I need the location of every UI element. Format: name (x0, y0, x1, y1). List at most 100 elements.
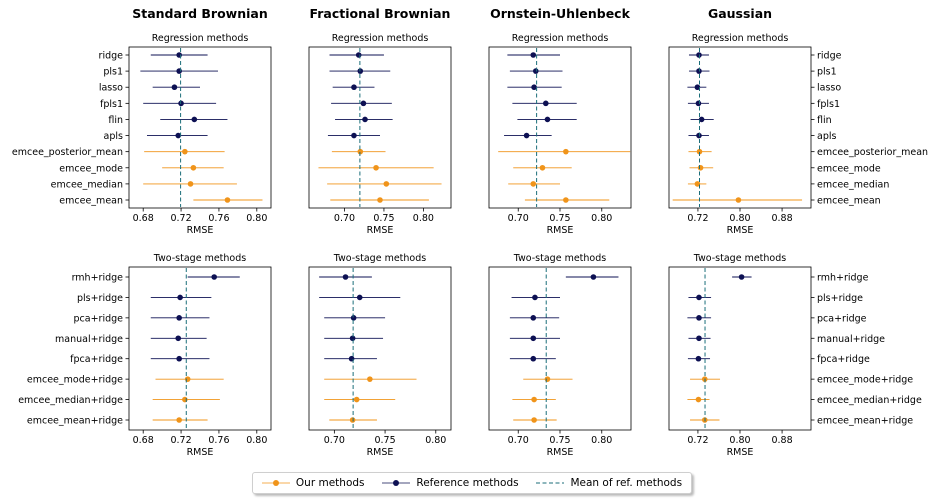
x-tick-label: 0.75 (373, 213, 394, 224)
x-tick-label: 0.76 (208, 213, 229, 224)
data-point (698, 116, 705, 123)
x-tick-label: 0.80 (729, 213, 750, 224)
data-point (349, 417, 356, 423)
y-tick-label: lasso (99, 83, 123, 94)
x-tick-label: 0.72 (687, 435, 708, 446)
data-point (182, 148, 188, 155)
x-tick-label: 0.80 (413, 213, 434, 224)
y-tick-label: emcee_median (817, 179, 889, 190)
data-point (171, 84, 178, 91)
y-tick-label: apls (817, 131, 836, 142)
data-point (523, 132, 530, 139)
data-point (355, 52, 362, 58)
x-tick-label: 0.75 (549, 435, 570, 446)
y-tick-label: fpls1 (817, 99, 840, 110)
x-tick-label: 0.70 (508, 213, 529, 224)
data-point (353, 396, 360, 403)
y-tick-label: fpca+ridge (70, 354, 123, 365)
y-tick-label: emcee_median+ridge (817, 395, 922, 406)
x-axis-label: RMSE (367, 447, 394, 458)
column-title-2: Ornstein-Uhlenbeck (490, 6, 631, 21)
y-tick-label: pls+ridge (817, 293, 863, 304)
panel-r1-c1: Two-stage methods 0.70 0.75 0.80 RMSE (308, 253, 452, 458)
legend-item-mean: Mean of ref. methods (536, 477, 682, 489)
data-point (539, 164, 546, 171)
data-point (530, 52, 537, 58)
panel-title: Regression methods (332, 33, 429, 44)
x-tick-label: 0.72 (170, 213, 191, 224)
data-point (360, 100, 367, 107)
x-tick-label: 0.75 (374, 435, 395, 446)
data-point (696, 132, 702, 139)
panel-title: Two-stage methods (513, 253, 606, 264)
y-tick-label: rmh+ridge (817, 273, 869, 284)
data-point (211, 274, 217, 280)
y-tick-label: emcee_posterior_mean (817, 147, 928, 158)
panel-title: Regression methods (512, 33, 609, 44)
y-tick-label: emcee_median (51, 179, 123, 190)
data-point (176, 417, 182, 423)
y-tick-label: pca+ridge (817, 313, 867, 324)
y-tick-label: emcee_mean (59, 196, 123, 207)
y-tick-label: fpca+ridge (817, 354, 870, 365)
data-point (530, 355, 537, 362)
data-point (531, 396, 537, 403)
data-point (696, 315, 702, 321)
data-point (351, 132, 357, 139)
data-point (176, 315, 182, 321)
data-point (175, 132, 182, 139)
y-tick-label: emcee_median+ridge (18, 395, 123, 406)
data-point (696, 68, 702, 74)
data-point (531, 84, 537, 91)
y-tick-label: rmh+ridge (72, 273, 124, 284)
y-tick-label: emcee_mode (59, 163, 123, 174)
axes-frame (128, 46, 272, 209)
x-tick-label: 0.70 (324, 435, 345, 446)
y-tick-label: manual+ridge (817, 334, 885, 345)
y-tick-label: emcee_mean (817, 196, 881, 207)
data-point (563, 148, 569, 155)
x-tick-label: 0.70 (508, 435, 529, 446)
y-tick-label: fpls1 (100, 99, 123, 110)
data-point (695, 100, 702, 107)
x-axis-label: RMSE (727, 225, 754, 236)
data-point (184, 376, 191, 382)
x-axis-label: RMSE (547, 225, 574, 236)
panel-r1-c0: Two-stage methods 0.68 0.72 0.76 0.80 RMSE rmh… (18, 253, 272, 458)
data-point (362, 116, 368, 123)
data-point (349, 335, 356, 342)
axes-frame (488, 266, 632, 431)
data-point (735, 197, 742, 203)
y-tick-label: emcee_posterior_mean (12, 147, 123, 158)
data-point (532, 68, 539, 74)
data-point (176, 52, 182, 58)
y-tick-label: apls (104, 131, 123, 142)
y-tick-label: ridge (817, 51, 842, 62)
x-tick-label: 0.80 (591, 435, 612, 446)
data-point (187, 181, 194, 187)
x-tick-label: 0.68 (133, 435, 154, 446)
y-tick-label: emcee_mean+ridge (27, 416, 123, 427)
x-axis-label: RMSE (547, 447, 574, 458)
x-tick-label: 0.75 (549, 213, 570, 224)
legend-label-mean: Mean of ref. methods (570, 477, 683, 489)
panel-title: Two-stage methods (333, 253, 426, 264)
panel-title: Two-stage methods (693, 253, 786, 264)
panel-r0-c1: Regression methods 0.70 0.75 0.80 RMSE (308, 33, 452, 236)
axes-frame (308, 46, 452, 209)
x-tick-label: 0.80 (729, 435, 750, 446)
data-point (695, 355, 702, 362)
data-point (350, 315, 357, 321)
legend-item-ours: Our methods (261, 477, 365, 489)
column-title-0: Standard Brownian (132, 6, 268, 21)
panel-title: Regression methods (692, 33, 789, 44)
panel-r1-c2: Two-stage methods 0.70 0.75 0.80 RMSE (488, 253, 632, 458)
data-point (696, 335, 702, 342)
panel-r1-c3: Two-stage methods 0.72 0.80 0.88 RMSE rmh+rid… (668, 253, 922, 458)
data-point (543, 100, 549, 107)
panel-title: Regression methods (152, 33, 249, 44)
data-point (182, 396, 188, 403)
y-tick-label: pls1 (103, 67, 123, 78)
x-axis-label: RMSE (727, 447, 754, 458)
